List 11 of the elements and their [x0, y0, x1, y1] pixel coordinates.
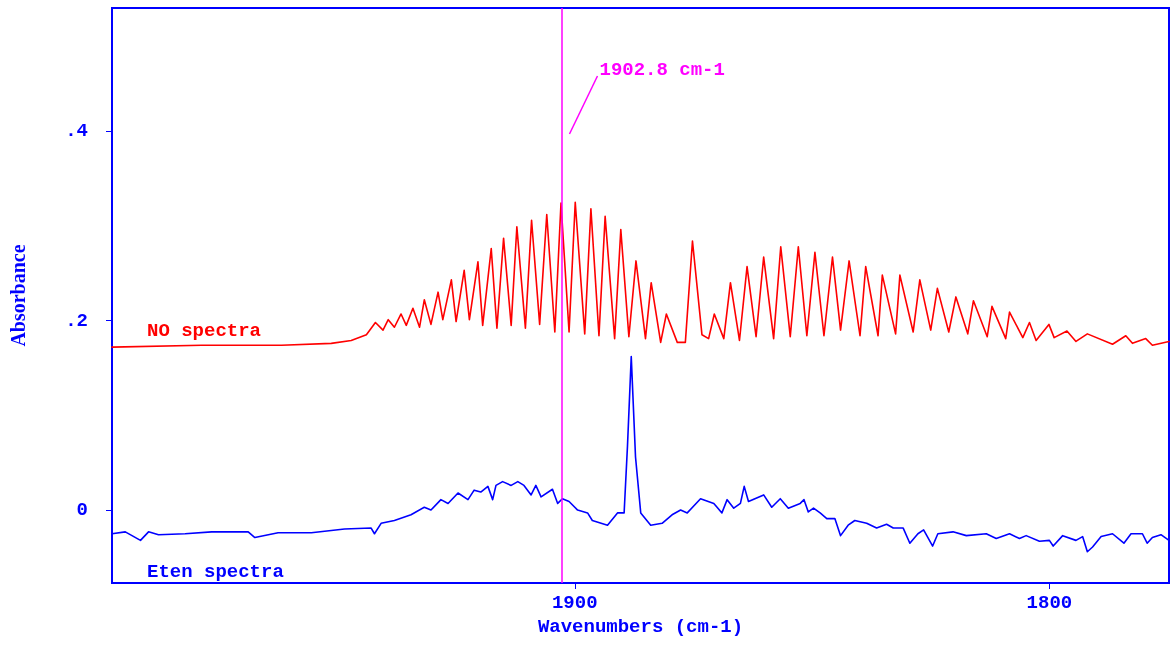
- y-tick-label: .4: [65, 120, 88, 143]
- y-tick-label: 0: [76, 499, 88, 522]
- x-tick-label: 1800: [1026, 591, 1073, 614]
- series-label: Eten spectra: [147, 560, 284, 583]
- x-tick-label: 1900: [551, 591, 598, 614]
- y-axis-title: Absorbance: [7, 244, 29, 347]
- line-series: [111, 201, 1170, 348]
- x-axis-title: Wavenumbers (cm-1): [537, 615, 744, 638]
- series-label: NO spectra: [147, 320, 262, 343]
- y-tick-label: .2: [65, 309, 88, 332]
- ref-line-label: 1902.8 cm-1: [599, 59, 725, 81]
